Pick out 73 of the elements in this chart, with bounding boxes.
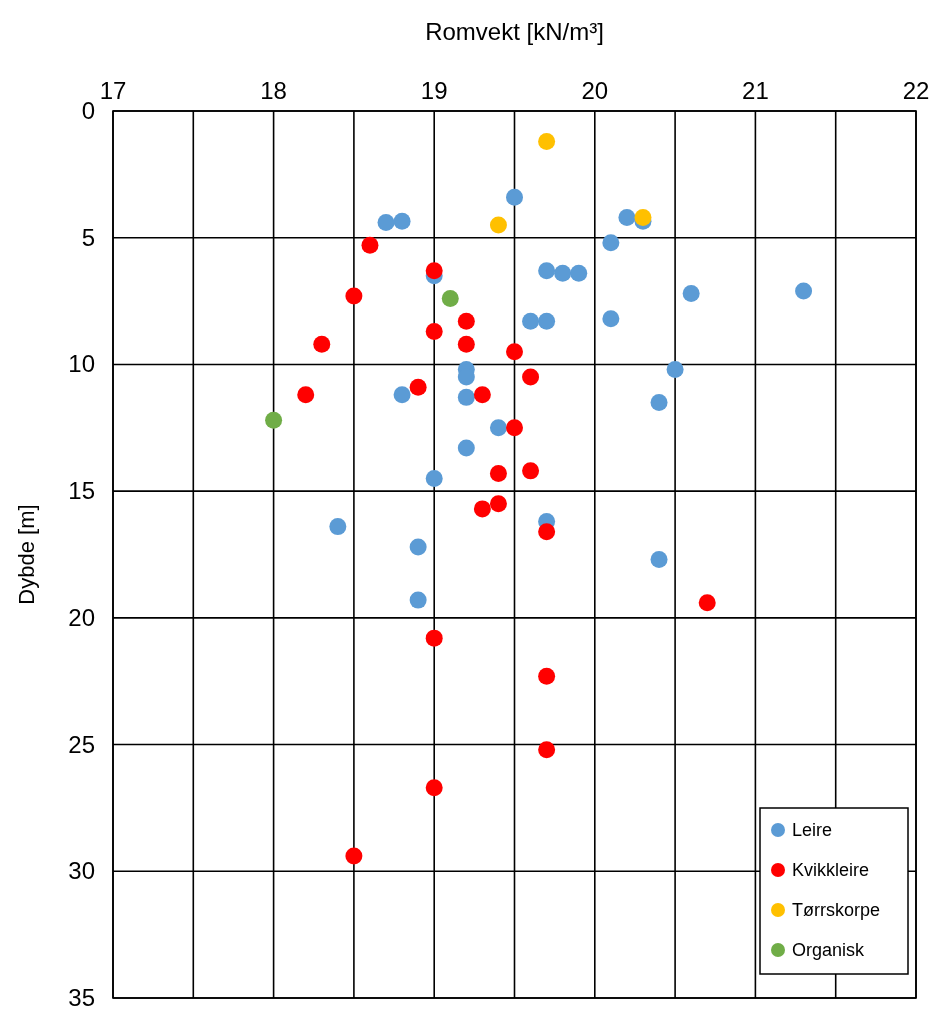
x-tick-label: 18	[260, 77, 287, 104]
point	[393, 386, 411, 404]
legend-label: Kvikkleire	[792, 860, 870, 880]
point	[425, 262, 443, 280]
point	[409, 591, 427, 609]
point	[409, 538, 427, 556]
point	[538, 523, 556, 541]
point	[409, 378, 427, 396]
point	[489, 216, 507, 234]
point	[457, 439, 475, 457]
legend-label: Tørrskorpe	[792, 900, 881, 920]
y-tick-label: 15	[68, 477, 95, 505]
y-tick-label: 25	[68, 730, 95, 758]
point	[361, 236, 379, 254]
point	[554, 264, 572, 282]
point	[297, 386, 315, 404]
point	[538, 262, 556, 280]
point	[473, 500, 491, 518]
point	[682, 284, 700, 302]
point	[650, 551, 668, 569]
point	[618, 208, 636, 226]
point	[425, 322, 443, 340]
point	[457, 312, 475, 330]
point	[795, 282, 813, 300]
point	[425, 779, 443, 797]
point	[666, 361, 684, 378]
point	[538, 312, 556, 330]
point	[634, 208, 652, 226]
point	[570, 264, 588, 282]
x-tick-label: 19	[420, 77, 448, 104]
point	[698, 594, 716, 612]
point	[506, 419, 523, 437]
x-tick-label: 17	[99, 77, 127, 104]
point	[473, 386, 491, 404]
point	[506, 188, 523, 206]
point	[425, 469, 443, 487]
point	[489, 419, 507, 437]
y-tick-label: 35	[68, 984, 95, 1011]
point	[457, 388, 475, 406]
point	[441, 290, 459, 308]
point	[377, 214, 395, 232]
point	[345, 847, 363, 865]
point	[345, 287, 363, 305]
y-tick-label: 10	[68, 350, 95, 378]
point	[538, 667, 556, 685]
x-tick-label: 22	[902, 77, 930, 104]
point	[650, 393, 668, 411]
point	[522, 312, 540, 330]
point	[538, 741, 556, 759]
y-tick-label: 20	[68, 603, 95, 631]
y-axis-title: Dybde [m]	[14, 504, 39, 605]
point	[313, 335, 331, 353]
point	[393, 212, 411, 230]
y-tick-label: 30	[68, 857, 95, 885]
point	[425, 629, 443, 647]
x-axis-title: Romvekt [kN/m³]	[425, 18, 604, 45]
point	[538, 132, 556, 150]
y-tick-label: 0	[81, 97, 95, 124]
point	[329, 518, 347, 536]
x-tick-label: 21	[742, 77, 769, 104]
point	[265, 411, 283, 429]
point	[602, 310, 620, 328]
legend-label: Leire	[792, 820, 833, 840]
point	[522, 462, 540, 480]
point	[506, 343, 523, 361]
point	[489, 464, 507, 482]
x-tick-label: 20	[581, 77, 609, 104]
point	[457, 335, 475, 353]
y-tick-label: 5	[81, 223, 95, 251]
point	[602, 234, 620, 252]
point	[489, 495, 507, 513]
legend-label: Organisk	[792, 940, 866, 960]
point	[522, 368, 540, 386]
